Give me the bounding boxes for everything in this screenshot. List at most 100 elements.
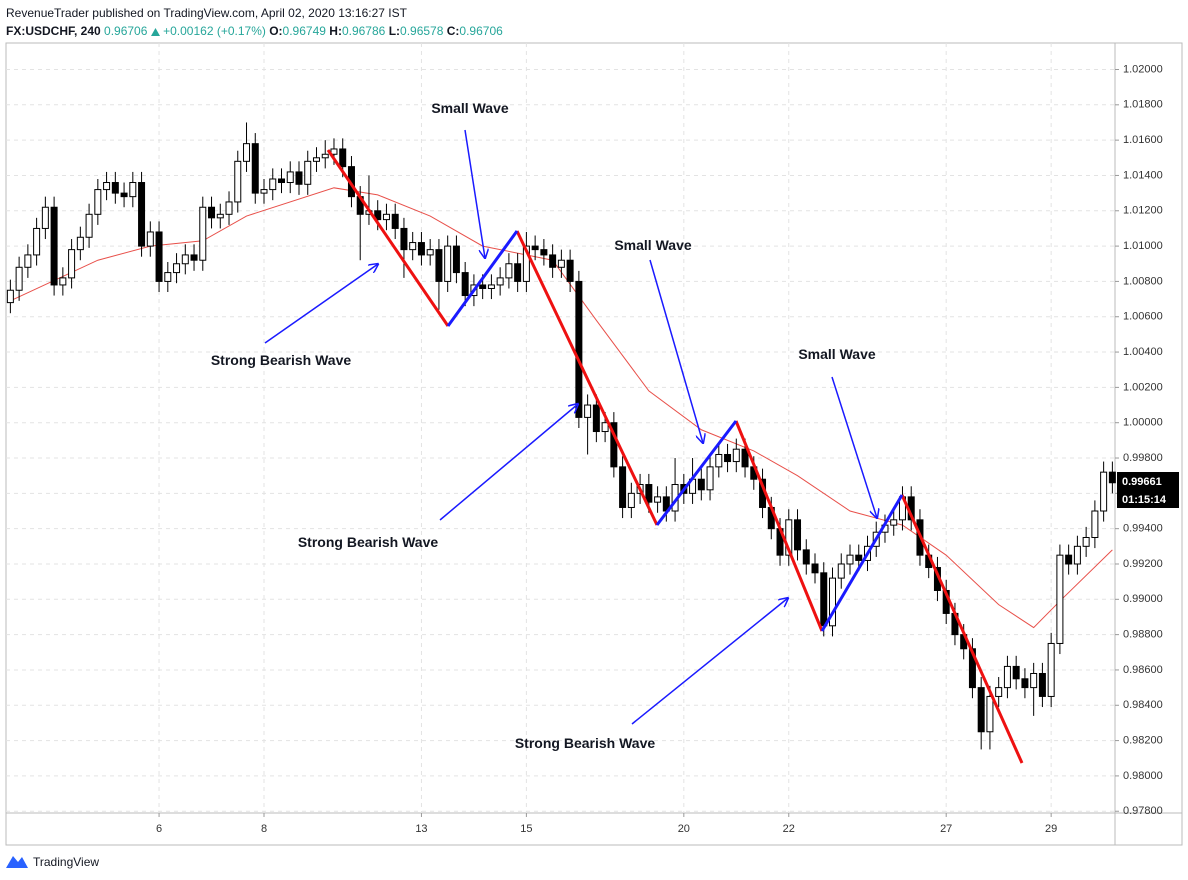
candle-body xyxy=(619,466,627,508)
y-tick-label: 0.98000 xyxy=(1123,770,1163,782)
publish-line: RevenueTrader published on TradingView.c… xyxy=(6,6,407,20)
candle-body xyxy=(68,249,76,279)
wave-lines xyxy=(264,129,1024,764)
frame xyxy=(5,42,1183,846)
candle-body xyxy=(199,206,207,261)
candle-body xyxy=(1108,471,1116,484)
last-price: 0.99661 xyxy=(1122,476,1162,488)
annotation: Small Wave xyxy=(431,100,509,116)
candle-body xyxy=(592,404,600,433)
candle-body xyxy=(514,263,522,282)
price: 0.96706 xyxy=(104,24,148,38)
countdown-box xyxy=(1117,490,1179,508)
logo: TradingView xyxy=(6,855,99,869)
candle-body xyxy=(243,143,251,162)
candle-body xyxy=(1021,678,1029,689)
candle-body xyxy=(304,160,312,185)
y-tick-label: 0.99800 xyxy=(1123,452,1163,464)
candle-body xyxy=(15,266,23,291)
candle-body xyxy=(654,496,662,503)
candle-body xyxy=(1038,672,1046,697)
ohlc-value: 0.96706 xyxy=(459,24,503,38)
y-tick-label: 0.99400 xyxy=(1123,523,1163,535)
y-tick-label: 1.01000 xyxy=(1123,240,1163,252)
y-tick-label: 1.01800 xyxy=(1123,99,1163,111)
up-triangle xyxy=(150,27,160,36)
candle-body xyxy=(234,160,242,203)
y-tick-label: 0.97800 xyxy=(1123,805,1163,817)
small-wave-line xyxy=(820,494,904,632)
x-tick-label: 27 xyxy=(940,823,952,835)
candle-body xyxy=(1030,672,1038,689)
candle-body xyxy=(129,182,137,198)
y-tick-label: 1.00200 xyxy=(1123,381,1163,393)
annotation: Strong Bearish Wave xyxy=(211,352,352,368)
candle-body xyxy=(549,254,557,268)
candle-body xyxy=(76,236,84,251)
candle-body xyxy=(715,453,723,468)
candle-body xyxy=(374,210,382,221)
candle-body xyxy=(339,148,347,168)
candle-body xyxy=(820,572,828,627)
candle-body xyxy=(1073,545,1081,565)
candle-body xyxy=(435,249,443,282)
candle-body xyxy=(566,259,574,282)
candle-body xyxy=(251,143,259,194)
candle-body xyxy=(111,182,119,194)
small-wave-line xyxy=(655,420,738,526)
candle-body xyxy=(41,206,49,229)
header: RevenueTrader published on TradingView.c… xyxy=(6,4,503,40)
ohlc-label: O: xyxy=(269,24,283,38)
candle-body xyxy=(94,189,102,215)
candle-body xyxy=(540,249,548,256)
candle-body xyxy=(522,245,530,282)
candle-body xyxy=(977,687,985,733)
candle-body xyxy=(216,213,224,219)
candle-body xyxy=(811,563,819,574)
candle-body xyxy=(1003,665,1011,689)
candle-body xyxy=(190,254,198,261)
candle-body xyxy=(601,422,609,433)
candle-body xyxy=(505,263,513,279)
ohlc-value: 0.96749 xyxy=(282,24,326,38)
candle-body xyxy=(295,171,303,185)
small-wave-line xyxy=(446,230,519,327)
candle-body xyxy=(829,577,837,627)
candle-body xyxy=(452,245,460,274)
candle-body xyxy=(794,519,802,551)
candle-body xyxy=(802,549,810,565)
y-tick-label: 0.99000 xyxy=(1123,593,1163,605)
y-tick-label: 0.98600 xyxy=(1123,664,1163,676)
candle-body xyxy=(286,171,294,184)
ohlc-label: L: xyxy=(388,24,401,38)
candle-body xyxy=(225,201,233,215)
x-tick-label: 20 xyxy=(678,823,690,835)
candle-body xyxy=(330,148,338,155)
candle-body xyxy=(487,284,495,289)
candle-body xyxy=(890,519,898,526)
candle-body xyxy=(50,206,58,286)
candle-body xyxy=(444,245,452,282)
annotation: Small Wave xyxy=(798,346,876,362)
candle-body xyxy=(627,492,635,508)
candle-body xyxy=(155,231,163,282)
candle-body xyxy=(995,687,1003,697)
y-tick-label: 0.98800 xyxy=(1123,629,1163,641)
candle-body xyxy=(1091,510,1099,538)
candle-body xyxy=(846,554,854,565)
bearish-wave-line xyxy=(734,420,824,632)
y-tick-label: 1.01200 xyxy=(1123,205,1163,217)
arrow xyxy=(831,376,877,518)
x-tick-label: 29 xyxy=(1045,823,1057,835)
candle-body xyxy=(785,519,793,556)
candle-body xyxy=(181,254,189,265)
annotation: Small Wave xyxy=(614,237,692,253)
arrow xyxy=(439,404,578,521)
candle-body xyxy=(33,227,41,256)
candle-body xyxy=(417,242,425,256)
candle-body xyxy=(496,277,504,286)
candle-body xyxy=(1082,536,1090,547)
arrow xyxy=(264,264,378,344)
